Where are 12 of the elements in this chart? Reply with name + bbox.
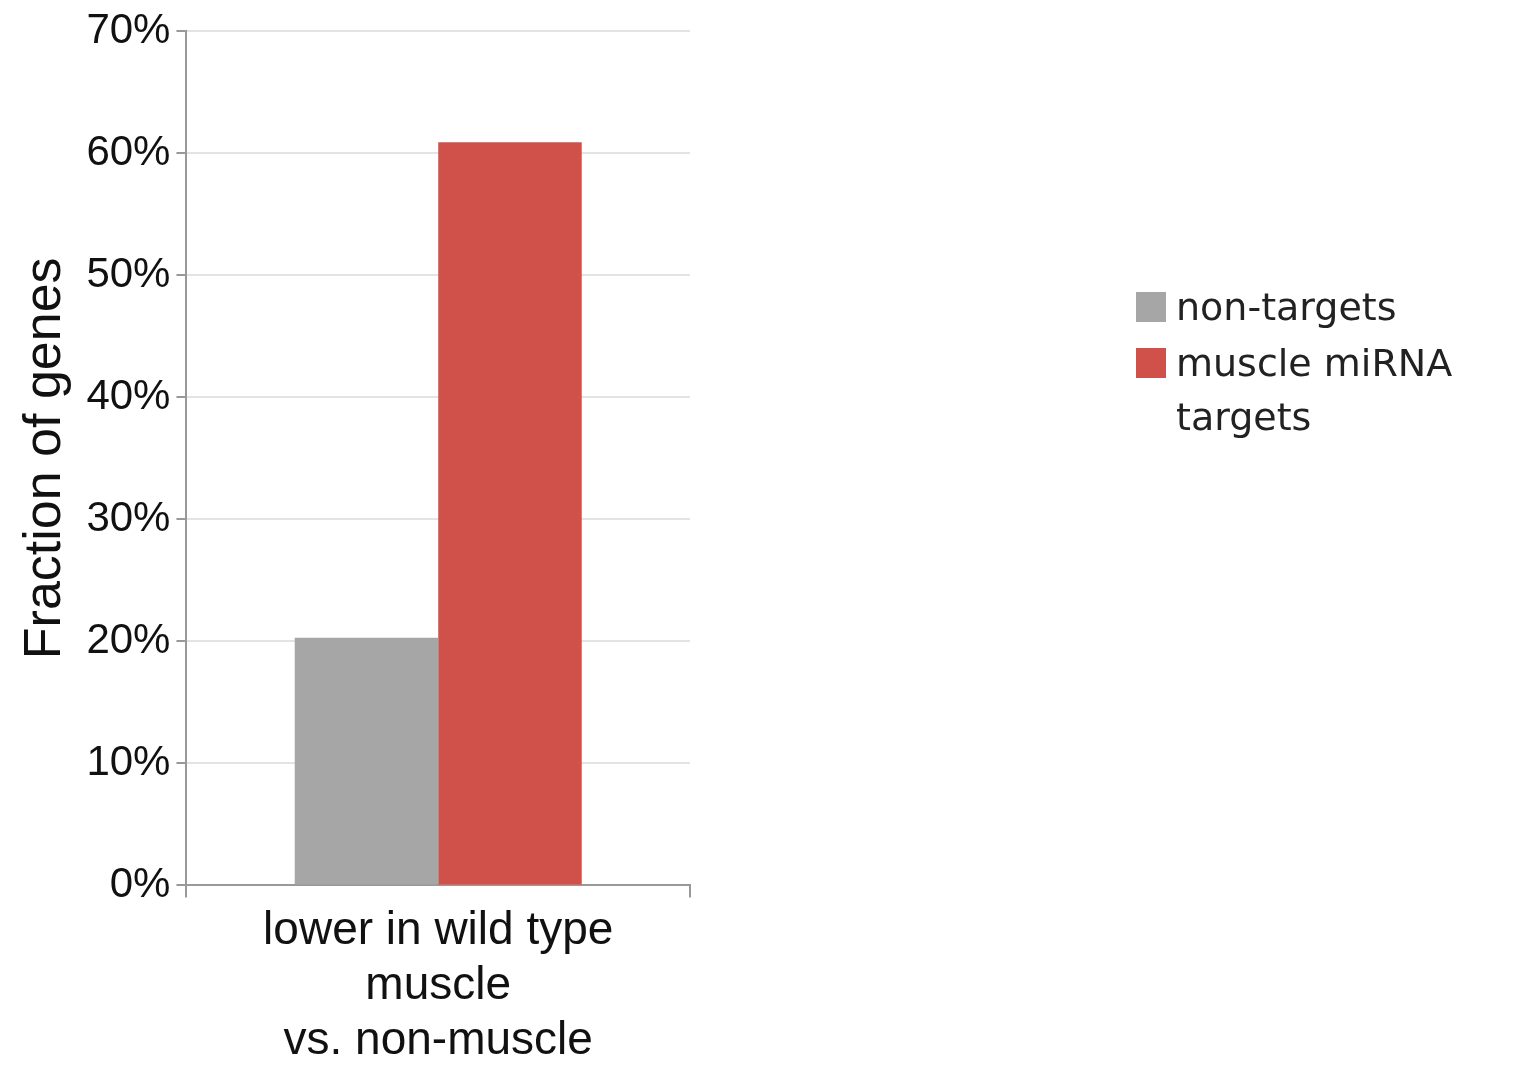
y-tick-label: 40% [86,370,171,418]
x-tick-label: lower in wild type muscle vs. non-muscle [263,901,614,1065]
y-axis-title: Fraction of genes [12,257,71,660]
y-tick-label: 0% [109,858,171,906]
y-tick-label: 30% [86,492,171,540]
y-tick-label: 10% [86,736,171,784]
y-tick-label: 50% [86,248,171,296]
y-tick-label: 20% [86,614,171,662]
legend-label: muscle miRNA targets [1176,340,1454,441]
y-tick-label: 60% [86,126,171,174]
legend-label: non-targets [1176,284,1397,331]
y-tick-label: 70% [86,4,171,52]
